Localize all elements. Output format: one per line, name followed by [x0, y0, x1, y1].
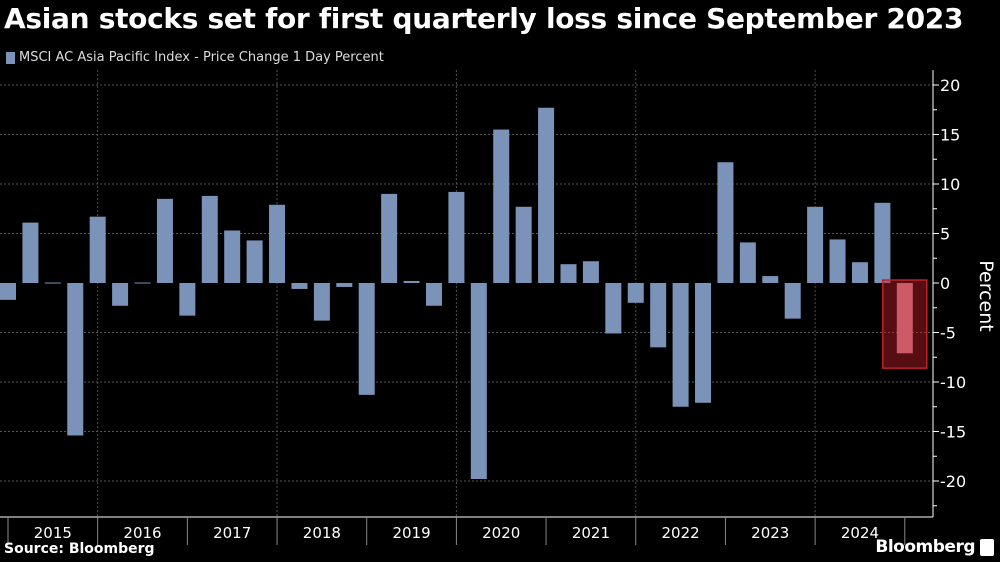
- x-tick-label: 2017: [213, 524, 251, 542]
- chart-title: Asian stocks set for first quarterly los…: [4, 2, 964, 35]
- y-tick-label: 5: [940, 225, 950, 244]
- bar-2014-Q4: [0, 283, 16, 300]
- x-tick-label: 2020: [482, 524, 520, 542]
- x-tick-label: 2019: [392, 524, 430, 542]
- x-tick-label: 2022: [662, 524, 700, 542]
- x-tick-label: 2021: [572, 524, 610, 542]
- bar-2021-Q2: [582, 261, 599, 283]
- bar-2020-Q3: [515, 206, 532, 283]
- bar-2018-Q4: [358, 283, 375, 395]
- bar-2019-Q3: [425, 283, 442, 306]
- bar-2018-Q3: [336, 283, 353, 287]
- y-axis-label: Percent: [975, 260, 997, 332]
- y-tick-label: -15: [940, 423, 966, 442]
- bar-2016-Q3: [156, 198, 173, 283]
- x-tick-label: 2018: [303, 524, 341, 542]
- bar-2020-Q1: [470, 283, 487, 480]
- bar-2023-Q2: [762, 276, 779, 283]
- bar-2018-Q2: [313, 283, 330, 321]
- bar-2021-Q1: [560, 264, 577, 283]
- x-tick-label: 2023: [751, 524, 789, 542]
- bar-2022-Q4: [717, 162, 734, 283]
- bar-2016-Q2: [134, 282, 151, 284]
- y-tick-label: -10: [940, 373, 966, 392]
- bar-2022-Q1: [650, 283, 667, 348]
- bar-2017-Q2: [224, 230, 241, 283]
- bar-2015-Q4: [89, 216, 106, 283]
- source-note: Source: Bloomberg: [4, 541, 155, 557]
- bar-2017-Q1: [201, 195, 218, 283]
- legend-label: MSCI AC Asia Pacific Index - Price Chang…: [19, 50, 384, 65]
- x-tick-label: 2015: [34, 524, 72, 542]
- bar-2015-Q1: [22, 222, 39, 283]
- bar-2019-Q2: [403, 281, 420, 283]
- bar-2022-Q3: [695, 283, 712, 403]
- bar-2024-Q3: [874, 202, 891, 283]
- bar-2022-Q2: [672, 283, 689, 407]
- legend: MSCI AC Asia Pacific Index - Price Chang…: [6, 50, 384, 65]
- bar-2015-Q3: [67, 283, 84, 436]
- x-tick-label: 2016: [123, 524, 161, 542]
- y-tick-label: 10: [940, 175, 960, 194]
- bloomberg-logo: Bloomberg: [875, 537, 994, 557]
- bar-2016-Q4: [179, 283, 196, 316]
- bar-2020-Q2: [493, 129, 510, 283]
- bloomberg-mark-icon: [980, 538, 994, 556]
- bar-2020-Q4: [538, 107, 555, 284]
- y-tick-label: 20: [940, 76, 960, 95]
- brand-text: Bloomberg: [875, 537, 975, 557]
- bar-2017-Q3: [246, 240, 263, 283]
- y-tick-label: 0: [940, 274, 950, 293]
- bar-2024-Q2: [851, 262, 868, 283]
- bar-2023-Q4: [807, 206, 824, 283]
- bar-2016-Q1: [112, 283, 129, 306]
- highlight-box: [882, 279, 928, 369]
- bar-2021-Q4: [627, 283, 644, 303]
- bar-2019-Q4: [448, 191, 465, 283]
- bar-2017-Q4: [269, 204, 286, 283]
- bar-2024-Q4: [896, 283, 913, 354]
- bar-2015-Q2: [44, 282, 61, 284]
- y-tick-label: -20: [940, 472, 966, 491]
- y-tick-label: -5: [940, 324, 956, 343]
- legend-swatch: [6, 51, 15, 64]
- bar-2019-Q1: [381, 193, 398, 283]
- bar-2024-Q1: [829, 239, 846, 283]
- bar-2023-Q3: [784, 283, 801, 319]
- bar-2023-Q1: [739, 242, 756, 283]
- bar-2021-Q3: [605, 283, 622, 334]
- bar-2018-Q1: [291, 283, 308, 289]
- x-tick-label: 2024: [841, 524, 879, 542]
- y-tick-label: 15: [940, 126, 960, 145]
